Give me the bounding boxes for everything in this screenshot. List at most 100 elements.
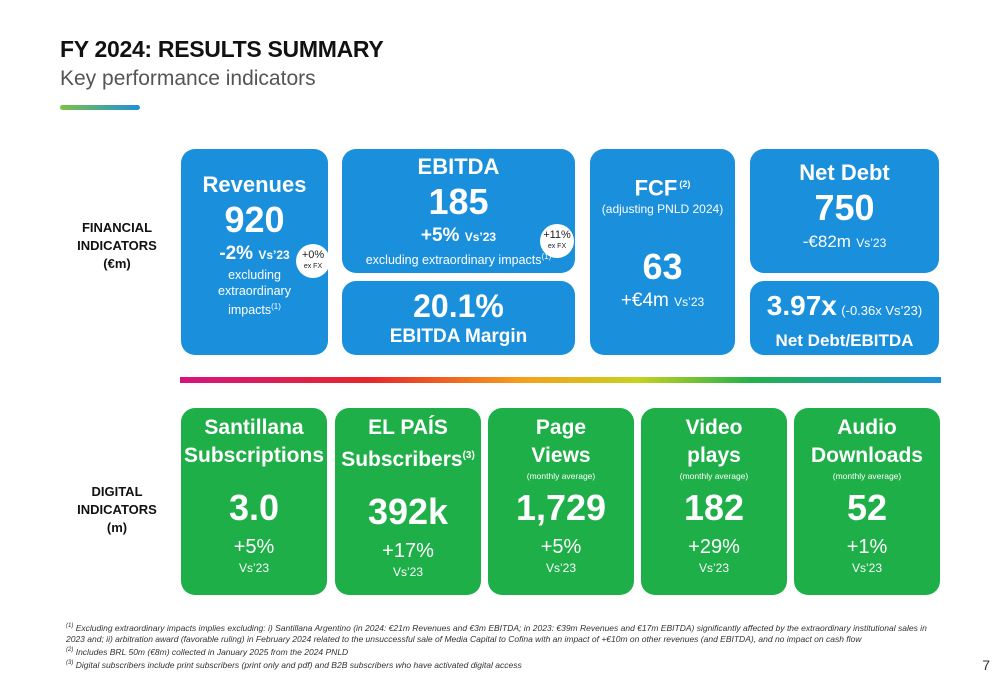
label-line: INDICATORS bbox=[77, 502, 157, 517]
footnotes: (1) Excluding extraordinary impacts impl… bbox=[66, 621, 936, 670]
title: FY 2024: RESULTS SUMMARY bbox=[60, 36, 384, 62]
card-label: EBITDA Margin bbox=[389, 326, 528, 347]
card-title: Downloads bbox=[811, 442, 923, 470]
footnote-mark: (1) bbox=[66, 623, 74, 629]
card-title: FCF (2) bbox=[635, 171, 691, 201]
card-title: EL PAÍS bbox=[368, 414, 448, 442]
card-title: Views bbox=[531, 442, 590, 470]
note: excluding extraordinary impacts bbox=[218, 268, 291, 318]
badge: +11% ex FX bbox=[540, 224, 574, 258]
card-value-line: 3.97x (-0.36x Vs’23) bbox=[767, 287, 922, 330]
card-title: Subscribers(3) bbox=[341, 442, 475, 474]
card-value: 52 bbox=[846, 487, 888, 528]
card-title: Audio bbox=[837, 414, 896, 442]
title-line: Downloads bbox=[810, 444, 923, 467]
card-title: Revenues bbox=[202, 172, 307, 197]
note: excluding extraordinary impacts bbox=[365, 253, 542, 268]
vs: Vs’23 bbox=[674, 295, 705, 310]
title-mark: (2) bbox=[679, 179, 691, 189]
card-vs: Vs’23 bbox=[238, 561, 270, 575]
card-change: +29% bbox=[688, 536, 740, 558]
title-line: Subscriptions bbox=[183, 444, 325, 467]
card-change: -€82m Vs’23 bbox=[803, 230, 887, 255]
change: +€4m bbox=[620, 290, 669, 312]
title-line: EL PAÍS bbox=[368, 416, 448, 439]
card-value: 1,729 bbox=[515, 487, 607, 528]
title-line: Video bbox=[685, 416, 743, 439]
card-vs: Vs’23 bbox=[545, 561, 577, 575]
footnote-text: Includes BRL 50m (€8m) collected in Janu… bbox=[75, 646, 349, 657]
vs: Vs’23 bbox=[856, 236, 887, 250]
card-value: 3.97x bbox=[766, 290, 837, 321]
badge-value: +0% bbox=[301, 249, 325, 261]
card-value: 63 bbox=[642, 246, 683, 288]
footnote-mark: (2) bbox=[66, 646, 74, 653]
card-value: 185 bbox=[428, 181, 489, 222]
financial-label: FINANCIAL INDICATORS (€m) bbox=[57, 219, 177, 273]
change: -€82m bbox=[802, 232, 851, 251]
badge-value: +11% bbox=[543, 229, 571, 241]
title-line: Page bbox=[535, 416, 587, 439]
footnote-text: Excluding extraordinary impacts implies … bbox=[66, 622, 927, 644]
vs: Vs’23 bbox=[464, 230, 497, 244]
digital-card: EL PAÍS Subscribers(3) 392k +17% Vs’23 bbox=[335, 408, 481, 595]
card-title: Subscriptions bbox=[184, 442, 324, 470]
subtitle: Key performance indicators bbox=[60, 67, 316, 90]
title-line: Views bbox=[531, 444, 591, 467]
badge: +0% ex FX bbox=[296, 244, 330, 278]
card-value: 182 bbox=[683, 487, 745, 528]
digital-card: Video plays (monthly average) 182 +29% Vs’23 bbox=[641, 408, 787, 595]
title-line: Audio bbox=[837, 416, 897, 439]
card-note: (monthly average) bbox=[679, 471, 749, 481]
label-line: (m) bbox=[106, 520, 128, 535]
change: -2% bbox=[219, 243, 254, 264]
label-line: (€m) bbox=[103, 256, 131, 271]
card-title: plays bbox=[687, 442, 741, 470]
card-vs: Vs’23 bbox=[851, 561, 883, 575]
net-debt-card: Net Debt 750 -€82m Vs’23 bbox=[750, 149, 939, 273]
title-line: Santillana bbox=[204, 416, 304, 439]
ebitda-card: EBITDA 185 +5% Vs’23 excluding extraordi… bbox=[342, 149, 575, 273]
vs: Vs’23 bbox=[258, 248, 290, 262]
card-change: +5% bbox=[540, 536, 582, 558]
card-change: +1% bbox=[846, 536, 888, 558]
digital-card: Santillana Subscriptions 3.0 +5% Vs’23 bbox=[181, 408, 327, 595]
digital-card: Audio Downloads (monthly average) 52 +1% Vs’2… bbox=[794, 408, 940, 595]
footnote-text: Digital subscribers include print subscr… bbox=[75, 659, 522, 670]
card-title: Santillana bbox=[204, 414, 303, 442]
note-mark: (1) bbox=[541, 252, 552, 261]
card-subtitle: (adjusting PNLD 2024) bbox=[601, 202, 724, 217]
card-value: 20.1% bbox=[413, 288, 504, 324]
fcf-card: FCF (2) (adjusting PNLD 2024) 63 +€4m Vs’… bbox=[590, 149, 735, 355]
card-label: Net Debt/EBITDA bbox=[775, 331, 914, 350]
badge-note: ex FX bbox=[303, 263, 323, 270]
label-line: DIGITAL bbox=[91, 484, 143, 499]
card-note: (monthly average) bbox=[526, 471, 596, 481]
card-value: 920 bbox=[224, 199, 285, 240]
title-line: plays bbox=[687, 444, 741, 467]
footnote: (3) Digital subscribers include print su… bbox=[66, 658, 936, 671]
digital-card: Page Views (monthly average) 1,729 +5% Vs’23 bbox=[488, 408, 634, 595]
card-title: Page bbox=[536, 414, 586, 442]
digital-label: DIGITAL INDICATORS (m) bbox=[57, 483, 177, 537]
card-value: 392k bbox=[367, 491, 449, 532]
card-change: +5% Vs’23 bbox=[421, 224, 496, 249]
card-title: Video bbox=[686, 414, 743, 442]
leverage-card: 3.97x (-0.36x Vs’23) Net Debt/EBITDA bbox=[750, 281, 939, 355]
card-note: excluding extraordinary impacts(1) bbox=[366, 249, 552, 268]
footnote-mark: (3) bbox=[66, 659, 74, 666]
card-change: +5% bbox=[233, 536, 275, 558]
page-number: 7 bbox=[982, 657, 990, 673]
label-line: INDICATORS bbox=[77, 238, 157, 253]
divider bbox=[180, 377, 941, 383]
card-vs: Vs’23 bbox=[392, 565, 424, 579]
change: +5% bbox=[420, 225, 460, 246]
accent-line bbox=[60, 105, 140, 110]
title-line: Subscribers bbox=[341, 448, 463, 471]
card-title: Net Debt bbox=[799, 160, 890, 185]
footnote: (1) Excluding extraordinary impacts impl… bbox=[66, 621, 936, 645]
card-change: +17% bbox=[382, 540, 434, 562]
note-mark: (1) bbox=[271, 302, 281, 311]
badge-note: ex FX bbox=[547, 243, 567, 250]
